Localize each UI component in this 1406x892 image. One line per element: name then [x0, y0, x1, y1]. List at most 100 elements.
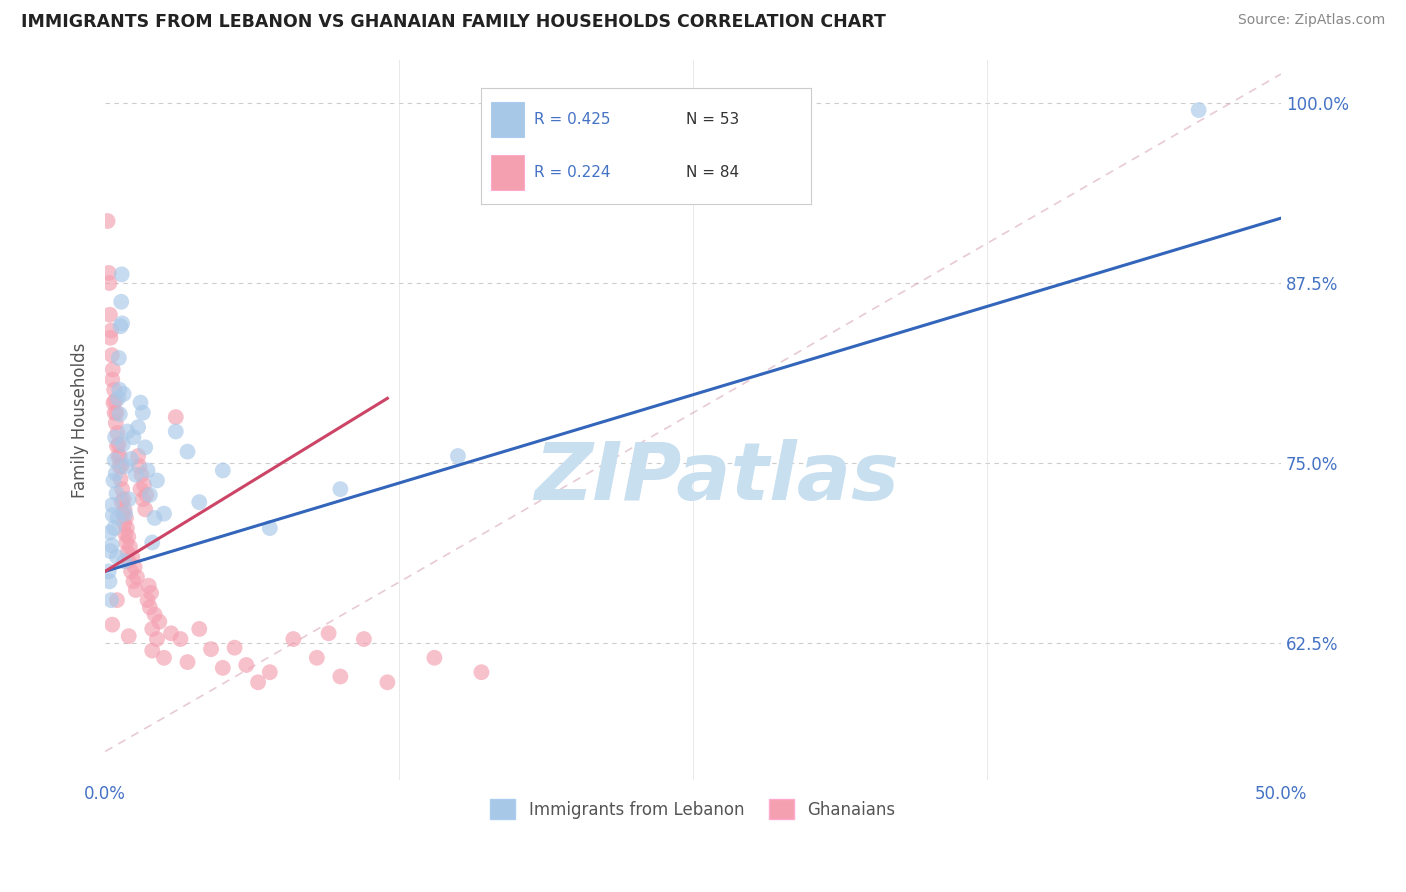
Point — [114, 502, 136, 516]
Legend: Immigrants from Lebanon, Ghanaians: Immigrants from Lebanon, Ghanaians — [484, 792, 903, 826]
Point — [259, 521, 281, 535]
Point — [108, 383, 131, 397]
Point — [100, 324, 122, 338]
Point — [318, 626, 340, 640]
Point — [105, 549, 128, 564]
Point — [112, 554, 135, 568]
Point — [176, 444, 198, 458]
Point — [139, 600, 162, 615]
Point — [115, 535, 138, 549]
Point — [211, 463, 233, 477]
Point — [165, 410, 187, 425]
Point — [108, 449, 131, 463]
Point — [235, 658, 257, 673]
Point — [105, 406, 128, 420]
Point — [101, 362, 124, 376]
Point — [188, 622, 211, 636]
Point — [97, 564, 120, 578]
Point — [97, 266, 120, 280]
Point — [97, 214, 120, 228]
Point — [305, 650, 328, 665]
Point — [169, 632, 191, 646]
Point — [141, 622, 163, 636]
Point — [139, 488, 162, 502]
Point — [188, 495, 211, 509]
Point — [108, 437, 131, 451]
Point — [110, 319, 132, 334]
Point — [111, 437, 134, 451]
Point — [103, 395, 125, 409]
Point — [111, 482, 134, 496]
Point — [353, 632, 375, 646]
Point — [146, 632, 169, 646]
Point — [101, 498, 124, 512]
Point — [110, 294, 132, 309]
Point — [104, 416, 127, 430]
Point — [127, 449, 149, 463]
Point — [98, 574, 121, 589]
Point — [107, 392, 129, 406]
Point — [447, 449, 470, 463]
Point — [470, 665, 492, 680]
Point — [111, 507, 134, 521]
Point — [104, 406, 127, 420]
Point — [118, 629, 141, 643]
Point — [103, 383, 125, 397]
Point — [134, 440, 156, 454]
Point — [118, 554, 141, 568]
Point — [211, 661, 233, 675]
Point — [111, 317, 134, 331]
Point — [132, 492, 155, 507]
Point — [120, 451, 142, 466]
Point — [105, 486, 128, 500]
Point — [98, 308, 121, 322]
Point — [153, 507, 176, 521]
Point — [112, 516, 135, 531]
Text: IMMIGRANTS FROM LEBANON VS GHANAIAN FAMILY HOUSEHOLDS CORRELATION CHART: IMMIGRANTS FROM LEBANON VS GHANAIAN FAMI… — [21, 13, 886, 31]
Point — [104, 430, 127, 444]
Point — [101, 538, 124, 552]
Point — [129, 395, 152, 409]
Point — [131, 467, 153, 482]
Point — [129, 482, 152, 496]
Point — [134, 502, 156, 516]
Point — [107, 511, 129, 525]
Point — [165, 425, 187, 439]
Point — [160, 626, 183, 640]
Point — [176, 655, 198, 669]
Point — [114, 526, 136, 541]
Point — [136, 593, 159, 607]
Point — [125, 467, 148, 482]
Point — [132, 406, 155, 420]
Point — [117, 425, 139, 439]
Point — [105, 439, 128, 453]
Point — [107, 449, 129, 463]
Point — [135, 488, 157, 502]
Point — [101, 617, 124, 632]
Point — [100, 593, 122, 607]
Point — [114, 507, 136, 521]
Point — [98, 525, 121, 540]
Point — [101, 373, 124, 387]
Point — [100, 331, 122, 345]
Point — [146, 474, 169, 488]
Point — [143, 607, 166, 622]
Point — [128, 459, 150, 474]
Point — [115, 521, 138, 535]
Point — [112, 492, 135, 507]
Point — [120, 564, 142, 578]
Y-axis label: Family Households: Family Households — [72, 343, 89, 498]
Point — [107, 425, 129, 440]
Point — [139, 586, 162, 600]
Point — [141, 643, 163, 657]
Point — [200, 642, 222, 657]
Point — [1188, 103, 1211, 117]
Point — [423, 650, 446, 665]
Point — [110, 472, 132, 486]
Point — [101, 508, 124, 522]
Point — [141, 535, 163, 549]
Point — [105, 593, 128, 607]
Point — [121, 549, 143, 564]
Point — [283, 632, 305, 646]
Text: ZIPatlas: ZIPatlas — [534, 439, 898, 516]
